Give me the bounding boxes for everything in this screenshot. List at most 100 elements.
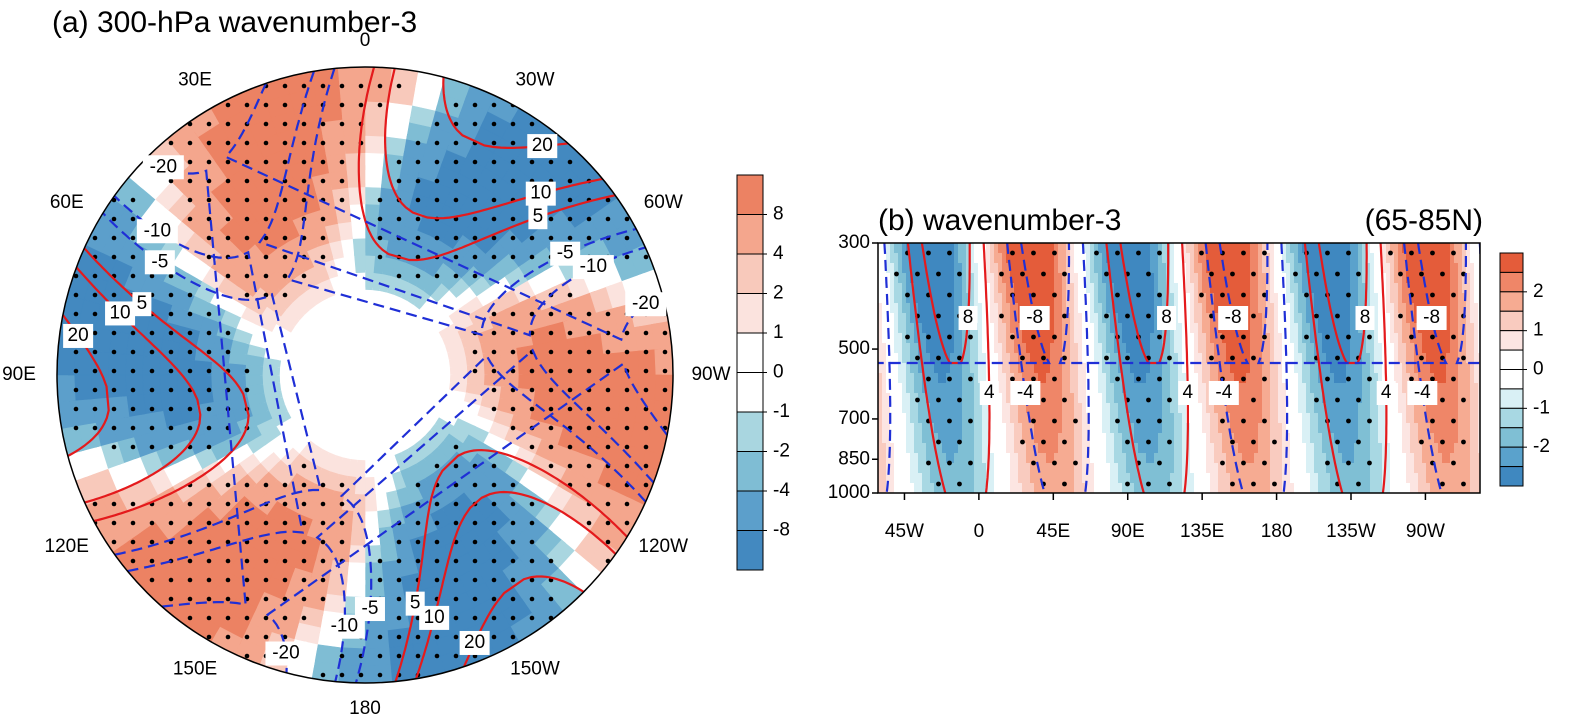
shading (1266, 313, 1271, 324)
shading (894, 363, 899, 374)
shading (1258, 283, 1263, 294)
stipple-dot (643, 368, 649, 374)
shading (1002, 263, 1007, 274)
shading (1086, 423, 1091, 434)
shading (1058, 453, 1063, 464)
shading (1358, 263, 1363, 274)
shading (1290, 413, 1295, 424)
shading (906, 323, 911, 334)
shading (1226, 403, 1231, 414)
shading (1134, 393, 1139, 404)
stipple-dot (339, 121, 345, 127)
shading (1198, 303, 1203, 314)
stipple-dot (472, 349, 478, 355)
stipple-dot (567, 463, 573, 469)
shading (926, 463, 931, 474)
shading (1298, 343, 1303, 354)
shading (1150, 473, 1155, 484)
shading (1198, 443, 1203, 454)
shading (1218, 443, 1223, 454)
stipple-dot (472, 558, 478, 564)
shading (1286, 423, 1291, 434)
stipple-dot (301, 596, 307, 602)
shading (1022, 473, 1027, 484)
stipple-dot (396, 577, 402, 583)
shading (1010, 273, 1015, 284)
shading (1194, 483, 1199, 493)
shading (1222, 443, 1227, 454)
stipple-dot (567, 444, 573, 450)
shading (1010, 253, 1015, 264)
shading (890, 273, 895, 284)
shading (1110, 273, 1115, 284)
shading (1298, 243, 1303, 254)
shading (878, 343, 883, 354)
shading (1318, 343, 1323, 354)
shading (906, 313, 911, 324)
shading (1258, 413, 1263, 424)
shading (1094, 333, 1099, 344)
shading (898, 293, 903, 304)
shading (1002, 303, 1007, 314)
stipple-dot (453, 615, 459, 621)
shading (1330, 283, 1335, 294)
stipple-dot (396, 634, 402, 640)
shading (1190, 453, 1195, 464)
shading (1250, 313, 1255, 324)
shading (1262, 283, 1267, 294)
shading (934, 243, 939, 254)
shading (1230, 243, 1235, 254)
shading (1206, 353, 1211, 364)
shading (998, 403, 1003, 414)
shading (1130, 393, 1135, 404)
shading (934, 323, 939, 334)
stipple-dot (320, 121, 326, 127)
shading (1042, 383, 1047, 394)
shading (1022, 413, 1027, 424)
shading (946, 323, 951, 334)
shading (1338, 383, 1343, 394)
shading (1066, 403, 1071, 414)
shading (1050, 353, 1055, 364)
shading (970, 243, 975, 254)
shading (990, 303, 995, 314)
shading (978, 453, 983, 464)
shading (974, 333, 979, 344)
shading (1182, 323, 1187, 334)
shading (1114, 383, 1119, 394)
shading (1194, 363, 1199, 374)
shading (1006, 303, 1011, 314)
shading (1338, 373, 1343, 384)
stipple-dot (206, 577, 212, 583)
shading (1122, 473, 1127, 484)
shading (950, 303, 955, 314)
shading (922, 323, 927, 334)
shading (942, 403, 947, 414)
stipple-dot (187, 577, 193, 583)
shading (946, 313, 951, 324)
stipple-dot (491, 501, 497, 507)
shading (1306, 243, 1311, 254)
shading (954, 333, 959, 344)
shading (1334, 283, 1339, 294)
shading (1110, 423, 1115, 434)
shading (1106, 453, 1111, 464)
stipple-dot (472, 273, 478, 279)
shading (1354, 343, 1359, 354)
shading (1146, 243, 1151, 254)
shading (1018, 363, 1023, 374)
stipple-dot (320, 672, 326, 678)
shading (1106, 373, 1111, 384)
shading (1186, 253, 1191, 264)
shading (1282, 463, 1287, 474)
shading (910, 373, 915, 384)
shading (1314, 373, 1319, 384)
shading (1098, 363, 1103, 374)
shading (1354, 473, 1359, 484)
stipple-dot (472, 482, 478, 488)
stipple-dot (643, 349, 649, 355)
shading (946, 363, 951, 374)
shading (962, 373, 967, 384)
shading (1162, 283, 1167, 294)
shading (1170, 393, 1175, 404)
